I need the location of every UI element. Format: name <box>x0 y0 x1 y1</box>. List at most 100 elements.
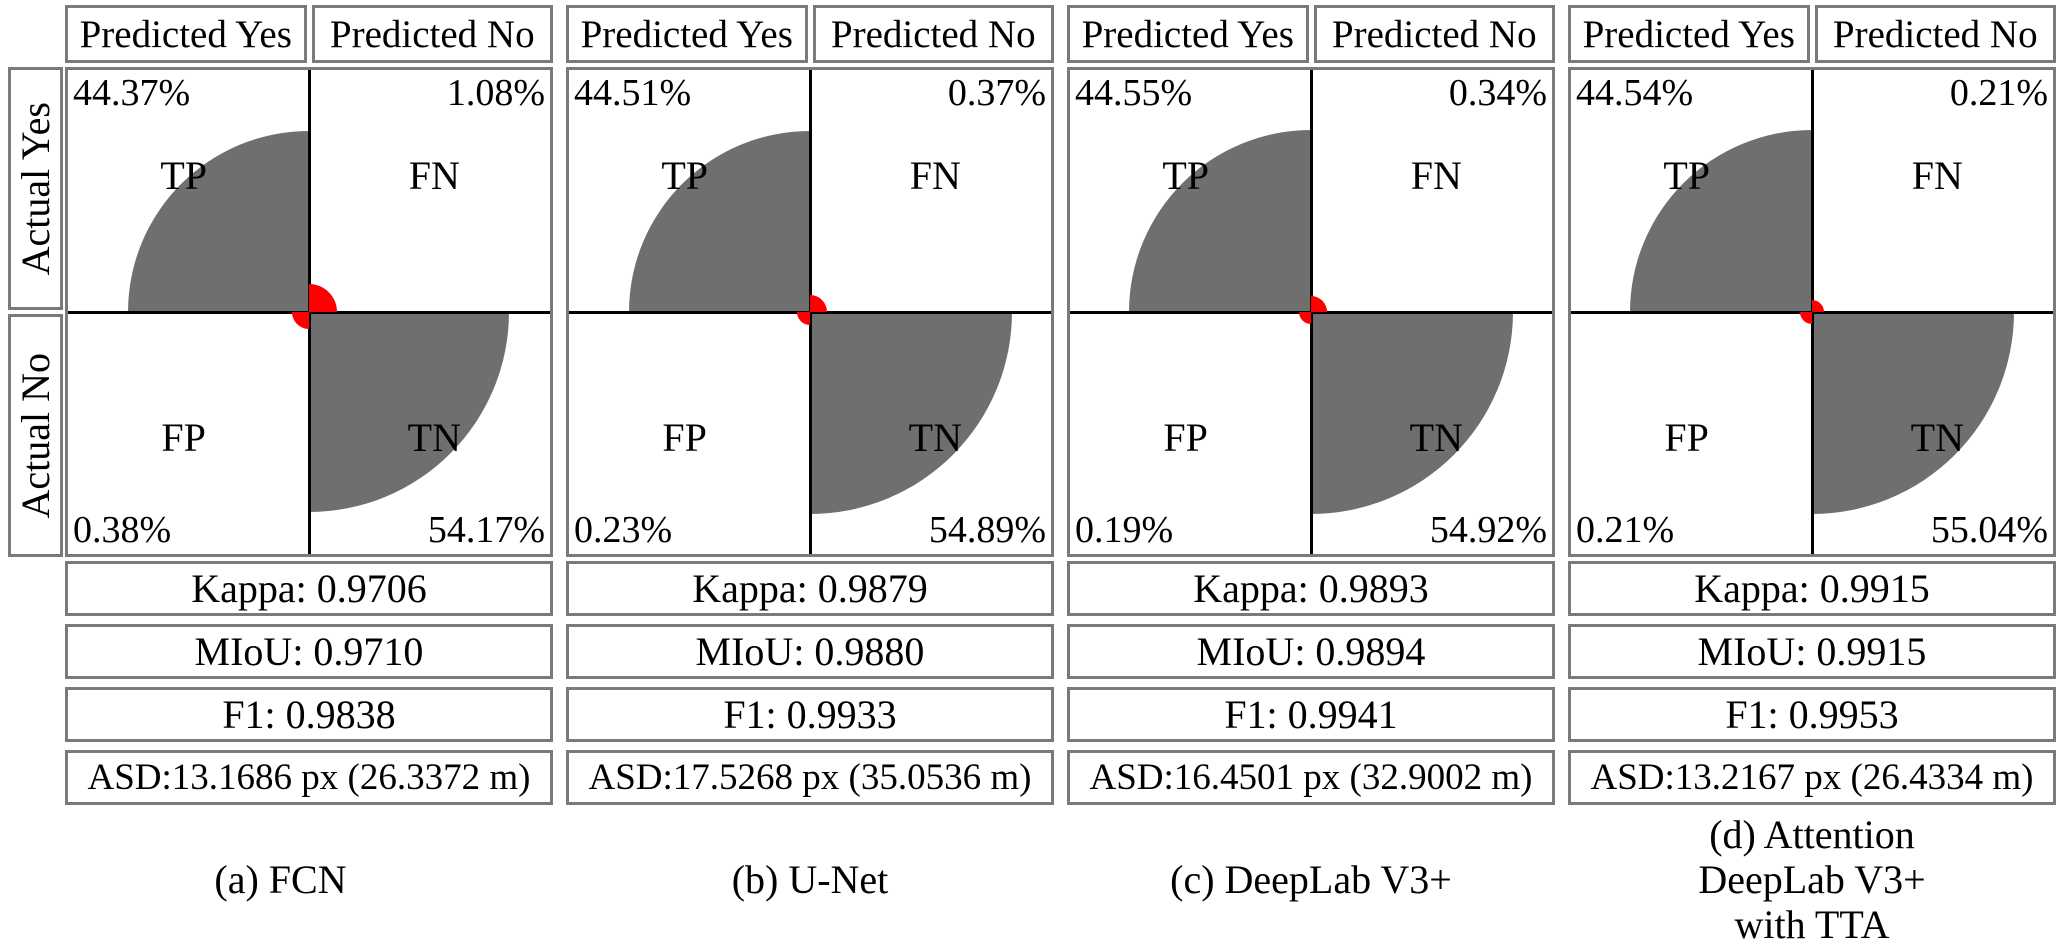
tp-percentage: 44.51% <box>574 72 692 114</box>
panel-main: Predicted Yes Predicted No 44.55% 0.34% … <box>1067 5 1555 948</box>
confusion-grid: 44.55% 0.34% 0.19% 54.92% TP FN FP TN <box>1067 67 1555 557</box>
fp-percentage: 0.38% <box>73 509 172 552</box>
caption-line: (c) DeepLab V3+ <box>1170 857 1452 903</box>
f1-metric: F1: 0.9933 <box>566 687 1054 742</box>
caption-line: (a) FCN <box>214 857 347 903</box>
grid-horizontal-line <box>569 310 1051 314</box>
tn-percentage: 54.17% <box>427 509 545 552</box>
tn-quarter-shape <box>309 312 509 512</box>
miou-metric: MIoU: 0.9915 <box>1568 624 2056 679</box>
panel-fcn: Actual Yes Actual No Predicted Yes Predi… <box>8 5 553 948</box>
fn-percentage: 0.37% <box>947 72 1046 114</box>
asd-metric: ASD:16.4501 px (32.9002 m) <box>1067 750 1555 805</box>
tp-quarter-shape <box>629 131 810 312</box>
fn-cell-label: FN <box>1911 153 1963 199</box>
fp-quarter-shape <box>1299 312 1311 324</box>
fp-quarter-shape <box>292 312 309 329</box>
actual-yes-box: Actual Yes <box>8 67 63 310</box>
fp-cell-label: FP <box>161 414 206 460</box>
fn-quarter-shape <box>1311 296 1327 312</box>
tp-percentage: 44.37% <box>73 72 191 114</box>
confusion-grid: 44.54% 0.21% 0.21% 55.04% TP FN FP TN <box>1568 67 2056 557</box>
caption-line: (d) Attention <box>1709 812 1915 858</box>
tp-quarter-shape <box>128 131 309 312</box>
grid-horizontal-line <box>68 310 550 314</box>
fn-percentage: 0.34% <box>1448 72 1547 114</box>
kappa-metric: Kappa: 0.9879 <box>566 561 1054 616</box>
kappa-metric: Kappa: 0.9893 <box>1067 561 1555 616</box>
predicted-no-header: Predicted No <box>311 5 553 63</box>
tp-quarter-shape <box>1129 130 1311 312</box>
caption-line: with TTA <box>1734 901 1890 947</box>
predicted-headers: Predicted Yes Predicted No <box>1568 5 2056 63</box>
predicted-no-header: Predicted No <box>812 5 1054 63</box>
tp-cell-label: TP <box>661 153 709 199</box>
fp-percentage: 0.19% <box>1075 509 1174 552</box>
fp-quarter-shape <box>1800 312 1812 324</box>
panel-main: Predicted Yes Predicted No 44.37% 1.08% … <box>65 5 553 948</box>
panel-caption: (d) Attention DeepLab V3+ with TTA <box>1568 812 2056 948</box>
miou-metric: MIoU: 0.9710 <box>65 624 553 679</box>
kappa-metric: Kappa: 0.9915 <box>1568 561 2056 616</box>
fp-cell-label: FP <box>1163 414 1208 460</box>
label-spacer <box>8 5 63 67</box>
confusion-grid: 44.51% 0.37% 0.23% 54.89% TP FN FP TN <box>566 67 1054 557</box>
fp-cell-label: FP <box>662 414 707 460</box>
grid-horizontal-line <box>1070 310 1552 314</box>
predicted-headers: Predicted Yes Predicted No <box>65 5 553 63</box>
caption-line: (b) U-Net <box>731 857 889 903</box>
predicted-no-header: Predicted No <box>1313 5 1555 63</box>
predicted-yes-header: Predicted Yes <box>65 5 307 63</box>
f1-metric: F1: 0.9941 <box>1067 687 1555 742</box>
predicted-headers: Predicted Yes Predicted No <box>566 5 1054 63</box>
tn-percentage: 55.04% <box>1930 509 2048 552</box>
tn-cell-label: TN <box>1409 414 1463 460</box>
confusion-grid: 44.37% 1.08% 0.38% 54.17% TP FN FP TN <box>65 67 553 557</box>
actual-axis-labels: Actual Yes Actual No <box>8 5 63 948</box>
fn-cell-label: FN <box>1410 153 1462 199</box>
tn-percentage: 54.89% <box>928 509 1046 552</box>
f1-metric: F1: 0.9953 <box>1568 687 2056 742</box>
tn-cell-label: TN <box>407 414 461 460</box>
miou-metric: MIoU: 0.9880 <box>566 624 1054 679</box>
fp-percentage: 0.21% <box>1576 509 1675 552</box>
predicted-yes-header: Predicted Yes <box>1067 5 1309 63</box>
panel-main: Predicted Yes Predicted No 44.54% 0.21% … <box>1568 5 2056 948</box>
f1-metric: F1: 0.9838 <box>65 687 553 742</box>
panel-deeplab-v3plus: Predicted Yes Predicted No 44.55% 0.34% … <box>1067 5 1555 948</box>
actual-yes-label: Actual Yes <box>12 101 58 276</box>
tp-cell-label: TP <box>1162 153 1210 199</box>
fp-percentage: 0.23% <box>574 509 673 552</box>
panel-caption: (b) U-Net <box>566 813 1054 948</box>
tn-percentage: 54.92% <box>1429 509 1547 552</box>
tn-quarter-shape <box>1812 312 2014 514</box>
tp-cell-label: TP <box>160 153 208 199</box>
asd-metric: ASD:13.1686 px (26.3372 m) <box>65 750 553 805</box>
fn-percentage: 0.21% <box>1949 72 2048 114</box>
tp-percentage: 44.54% <box>1576 72 1694 114</box>
kappa-metric: Kappa: 0.9706 <box>65 561 553 616</box>
tp-cell-label: TP <box>1663 153 1711 199</box>
panel-unet: Predicted Yes Predicted No 44.51% 0.37% … <box>566 5 1054 948</box>
panel-caption: (a) FCN <box>8 813 553 948</box>
tn-quarter-shape <box>1311 312 1513 514</box>
actual-no-box: Actual No <box>8 314 63 557</box>
panel-caption: (c) DeepLab V3+ <box>1067 813 1555 948</box>
grid-horizontal-line <box>1571 310 2053 314</box>
tp-quarter-shape <box>1630 130 1812 312</box>
asd-metric: ASD:17.5268 px (35.0536 m) <box>566 750 1054 805</box>
predicted-yes-header: Predicted Yes <box>1568 5 1810 63</box>
fn-cell-label: FN <box>909 153 961 199</box>
predicted-yes-header: Predicted Yes <box>566 5 808 63</box>
tn-quarter-shape <box>810 312 1012 514</box>
asd-metric: ASD:13.2167 px (26.4334 m) <box>1568 750 2056 805</box>
tp-percentage: 44.55% <box>1075 72 1193 114</box>
predicted-headers: Predicted Yes Predicted No <box>1067 5 1555 63</box>
tn-cell-label: TN <box>1910 414 1964 460</box>
fp-cell-label: FP <box>1664 414 1709 460</box>
caption-line: DeepLab V3+ <box>1698 857 1926 903</box>
actual-no-label: Actual No <box>12 352 58 519</box>
panel-attention-deeplab-v3plus-tta: Predicted Yes Predicted No 44.54% 0.21% … <box>1568 5 2056 948</box>
fp-quarter-shape <box>797 312 810 325</box>
